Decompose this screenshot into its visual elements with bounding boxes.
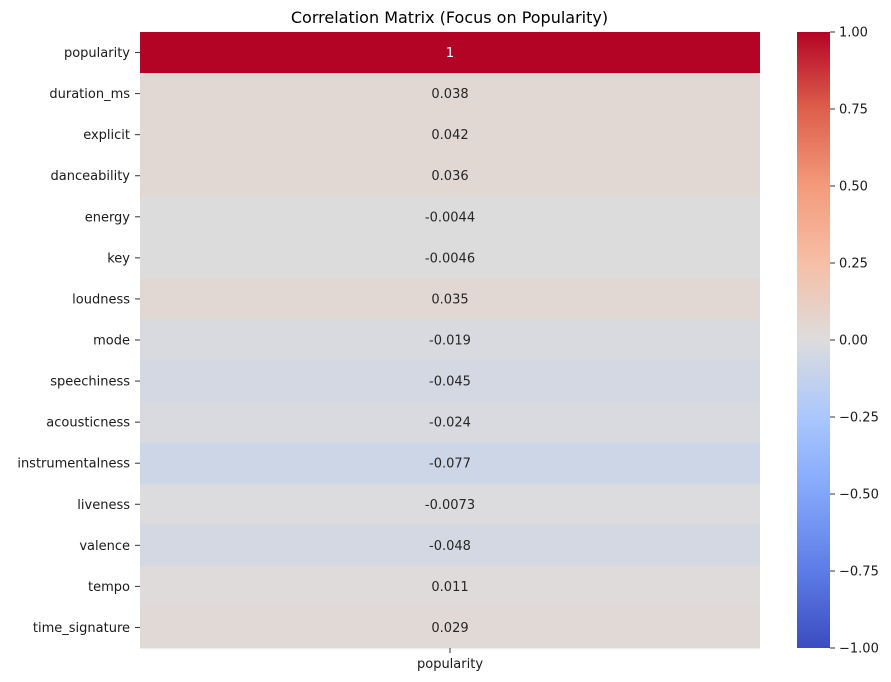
colorbar-tick-label: 0.00 [839, 334, 868, 349]
cell-annotations: 1 0.038 0.042 0.036 -0.0044 -0.0046 0.035 -0.01… [425, 46, 475, 636]
heatmap-cell-loudness [140, 278, 760, 320]
cell-annotation-valence: -0.048 [429, 539, 471, 554]
cell-annotation-instrumentalness: -0.077 [429, 457, 471, 472]
cell-annotation-popularity: 1 [446, 46, 454, 61]
heatmap-cells [140, 32, 760, 649]
y-tick-label-key: key [107, 251, 130, 266]
heatmap-cell-instrumentalness [140, 442, 760, 485]
colorbar-tick-label: 0.75 [839, 103, 868, 118]
y-tick-label-popularity: popularity [64, 46, 130, 61]
cell-annotation-loudness: 0.035 [431, 292, 468, 307]
colorbar-tick-label: 0.25 [839, 257, 868, 272]
cell-annotation-duration_ms: 0.038 [431, 87, 468, 102]
heatmap-cell-popularity [140, 32, 760, 74]
colorbar-tick-label: 1.00 [839, 26, 868, 41]
y-tick-label-duration_ms: duration_ms [49, 87, 130, 102]
y-axis-labels: popularity duration_ms explicit danceabilit… [17, 46, 140, 636]
y-tick-label-mode: mode [93, 334, 130, 349]
y-tick-label-liveness: liveness [77, 498, 130, 513]
heatmap-cell-mode [140, 319, 760, 362]
cell-annotation-speechiness: -0.045 [429, 375, 471, 390]
cell-annotation-mode: -0.019 [429, 334, 471, 349]
heatmap-cell-key [140, 237, 760, 279]
y-tick-label-energy: energy [85, 210, 131, 225]
colorbar [797, 32, 830, 648]
heatmap-cell-duration_ms [140, 73, 760, 115]
y-tick-label-time_signature: time_signature [33, 621, 130, 636]
cell-annotation-key: -0.0046 [425, 251, 475, 266]
cell-annotation-tempo: 0.011 [431, 580, 468, 595]
cell-annotation-explicit: 0.042 [431, 128, 468, 143]
y-tick-label-instrumentalness: instrumentalness [17, 457, 130, 472]
heatmap-cell-tempo [140, 565, 760, 608]
chart-title: Correlation Matrix (Focus on Popularity) [291, 8, 608, 27]
cell-annotation-energy: -0.0044 [425, 210, 475, 225]
cell-annotation-liveness: -0.0073 [425, 498, 475, 513]
colorbar-tick-label: 0.50 [839, 180, 868, 195]
y-tick-label-valence: valence [79, 539, 130, 554]
y-tick-label-tempo: tempo [88, 580, 130, 595]
colorbar-tick-label: −0.75 [839, 565, 879, 580]
colorbar-ticks: 1.00 0.75 0.50 0.25 0.00 −0.25 −0.50 −0.75 −1.00 [830, 26, 879, 657]
y-tick-label-loudness: loudness [72, 292, 130, 307]
colorbar-tick-label: −0.25 [839, 411, 879, 426]
cell-annotation-acousticness: -0.024 [429, 416, 471, 431]
x-axis-labels: popularity [417, 648, 483, 672]
heatmap-cell-energy [140, 196, 760, 238]
heatmap-cell-valence [140, 524, 760, 567]
heatmap-cell-explicit [140, 114, 760, 156]
heatmap-cell-liveness [140, 483, 760, 526]
colorbar-tick-label: −0.50 [839, 488, 879, 503]
y-tick-label-speechiness: speechiness [50, 375, 130, 390]
heatmap-cell-acousticness [140, 401, 760, 444]
colorbar-tick-label: −1.00 [839, 642, 879, 657]
x-tick-label-popularity: popularity [417, 657, 483, 672]
heatmap-cell-time_signature [140, 606, 760, 649]
y-tick-label-acousticness: acousticness [46, 416, 130, 431]
colorbar-gradient [797, 32, 830, 648]
heatmap-cell-speechiness [140, 360, 760, 403]
y-tick-label-danceability: danceability [51, 169, 131, 184]
cell-annotation-time_signature: 0.029 [431, 621, 468, 636]
heatmap-cell-danceability [140, 155, 760, 197]
y-tick-label-explicit: explicit [83, 128, 130, 143]
cell-annotation-danceability: 0.036 [431, 169, 468, 184]
